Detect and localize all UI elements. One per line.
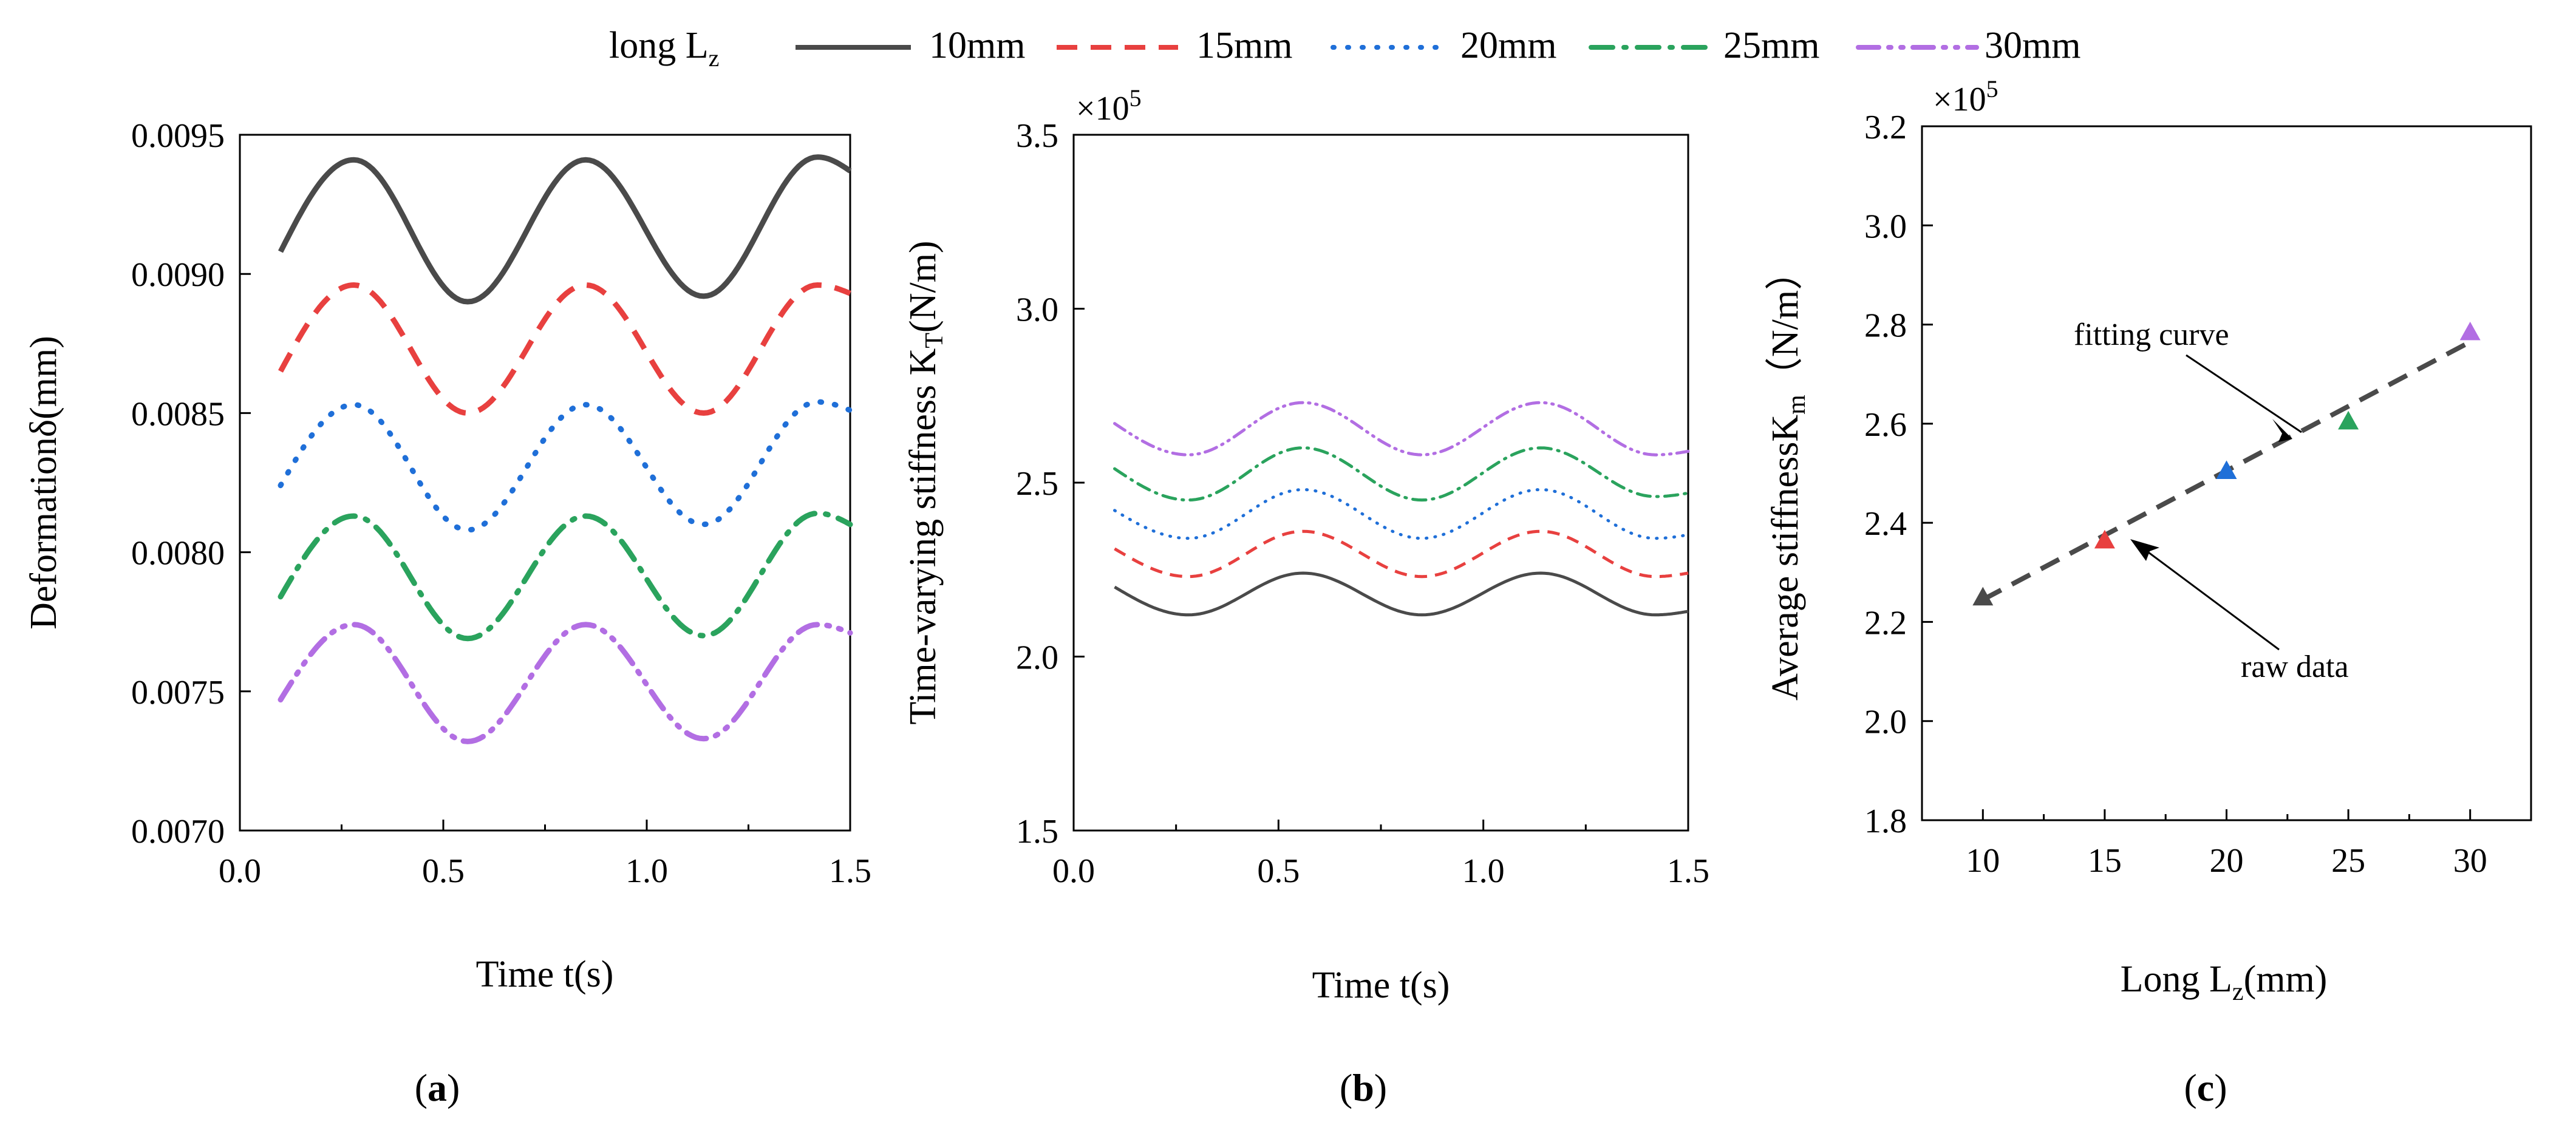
panel-b-ytick-label: 2.0 (1016, 639, 1058, 677)
panel-a-ytick-label: 0.0075 (131, 674, 225, 712)
annotation-fitting-curve-arrow-shaft (2186, 354, 2302, 433)
panel-b: 0.0 0.5 1.0 1.5 1.5 2.0 2.5 3.0 3.5 Time t(s) Ti… (902, 84, 1709, 1109)
panel-c-xtick-label: 15 (2088, 842, 2122, 880)
panel-a-series-10mm (278, 154, 852, 305)
panel-b-series-20mm (1113, 488, 1690, 540)
raw-data-point-10 (1972, 586, 1994, 606)
panel-b-xtick-label: 1.5 (1667, 852, 1709, 890)
panel-b-label: (b) (1340, 1066, 1387, 1109)
panel-b-series-30mm (1113, 401, 1690, 457)
annotation-fitting-curve-text: fitting curve (2074, 318, 2229, 352)
annotation-raw-data-arrowhead (2130, 539, 2159, 561)
panel-b-series-25mm (1113, 446, 1690, 502)
raw-data-point-15 (2094, 529, 2115, 549)
panel-a-series-25mm (278, 510, 853, 642)
panel-b-xtick-label: 1.0 (1462, 852, 1505, 890)
panel-c: 10 15 20 25 30 1.8 2.0 2.2 2.4 2.6 2.8 3.0 3.2 fitti… (1765, 75, 2532, 1109)
panel-c-xlabel: Long Lz(mm) (2121, 959, 2328, 1006)
panel-a-ylabel: Deformationδ(mm) (23, 336, 64, 630)
panel-b-frame (1072, 134, 1689, 832)
panel-c-xtick-label: 20 (2210, 842, 2244, 880)
annotation-fitting-curve-arrowhead (2272, 419, 2292, 442)
panel-a-ytick-label: 0.0085 (131, 395, 225, 433)
panel-c-ytick-label: 2.4 (1864, 505, 1907, 543)
legend-label-15mm: 15mm (1196, 25, 1292, 66)
panel-b-xtick-label: 0.5 (1257, 852, 1300, 890)
panel-a-xtick-label: 1.0 (625, 852, 668, 890)
panel-c-ytick-label: 2.8 (1864, 307, 1907, 345)
panel-c-ytick-label: 3.0 (1864, 208, 1907, 245)
legend-label-25mm: 25mm (1723, 25, 1819, 66)
panel-c-ytick-label: 2.2 (1864, 604, 1907, 642)
panel-c-ytick-label: 2.6 (1864, 406, 1907, 444)
annotation-raw-data-arrow-shaft (2136, 542, 2280, 651)
panel-b-ytick-label: 3.5 (1016, 117, 1058, 155)
panel-c-ytick-label: 3.2 (1864, 109, 1907, 146)
panel-a-frame (239, 134, 851, 832)
panel-a-series-30mm (278, 622, 853, 744)
panel-b-series-15mm (1114, 529, 1689, 579)
raw-data-point-30 (2459, 321, 2481, 341)
panel-b-series-10mm (1114, 571, 1689, 617)
annotation-raw-data-text: raw data (2241, 650, 2349, 684)
annotation-raw-data: raw data (2130, 539, 2349, 684)
panel-b-ytick-label: 3.0 (1016, 291, 1058, 329)
panel-c-ylabel: Average stiffnessKm（N/m） (1765, 253, 1811, 701)
panel-c-ytick-label: 1.8 (1864, 803, 1907, 840)
panel-a-ytick-label: 0.0090 (131, 256, 225, 294)
panel-c-ytick-label: 2.0 (1864, 704, 1907, 741)
panel-b-xlabel: Time t(s) (1312, 965, 1450, 1006)
panel-b-xtick-label: 0.0 (1052, 852, 1095, 890)
panel-b-ytick-label: 1.5 (1016, 813, 1058, 851)
panel-b-multiplier: ×105 (1076, 84, 1142, 127)
panel-a-xlabel: Time t(s) (476, 954, 614, 995)
panel-a-xtick-label: 0.0 (219, 852, 261, 890)
panel-b-ylabel: Time-varying stiffness KT(N/m) (902, 240, 949, 724)
panel-c-xtick-label: 10 (1966, 842, 2000, 880)
legend-title: long Lz (609, 25, 719, 72)
panel-a-ytick-label: 0.0095 (131, 117, 225, 155)
panel-c-xtick-label: 30 (2453, 842, 2487, 880)
legend: long Lz 10mm 15mm 20mm 25mm 30mm (609, 25, 2080, 72)
raw-data-point-20 (2216, 460, 2237, 480)
panel-a: 0.0 0.5 1.0 1.5 0.0070 0.0075 0.0080 0.0085 0.00… (23, 117, 871, 1109)
legend-label-10mm: 10mm (929, 25, 1025, 66)
panel-b-ytick-label: 2.5 (1016, 465, 1058, 503)
panel-a-xtick-label: 0.5 (422, 852, 465, 890)
annotation-fitting-curve: fitting curve (2074, 318, 2302, 442)
panel-c-label: (c) (2184, 1066, 2227, 1109)
panel-a-label: (a) (415, 1066, 460, 1109)
raw-data-point-25 (2338, 410, 2359, 430)
panel-c-xtick-label: 25 (2331, 842, 2365, 880)
legend-label-30mm: 30mm (1985, 25, 2080, 66)
panel-a-series-20mm (278, 399, 853, 533)
panel-c-multiplier: ×105 (1933, 75, 1998, 118)
panel-a-xtick-label: 1.5 (829, 852, 871, 890)
panel-a-series-15mm (278, 282, 851, 416)
panel-a-ytick-label: 0.0070 (131, 813, 225, 851)
legend-label-20mm: 20mm (1460, 25, 1556, 66)
panel-a-ytick-label: 0.0080 (131, 535, 225, 572)
